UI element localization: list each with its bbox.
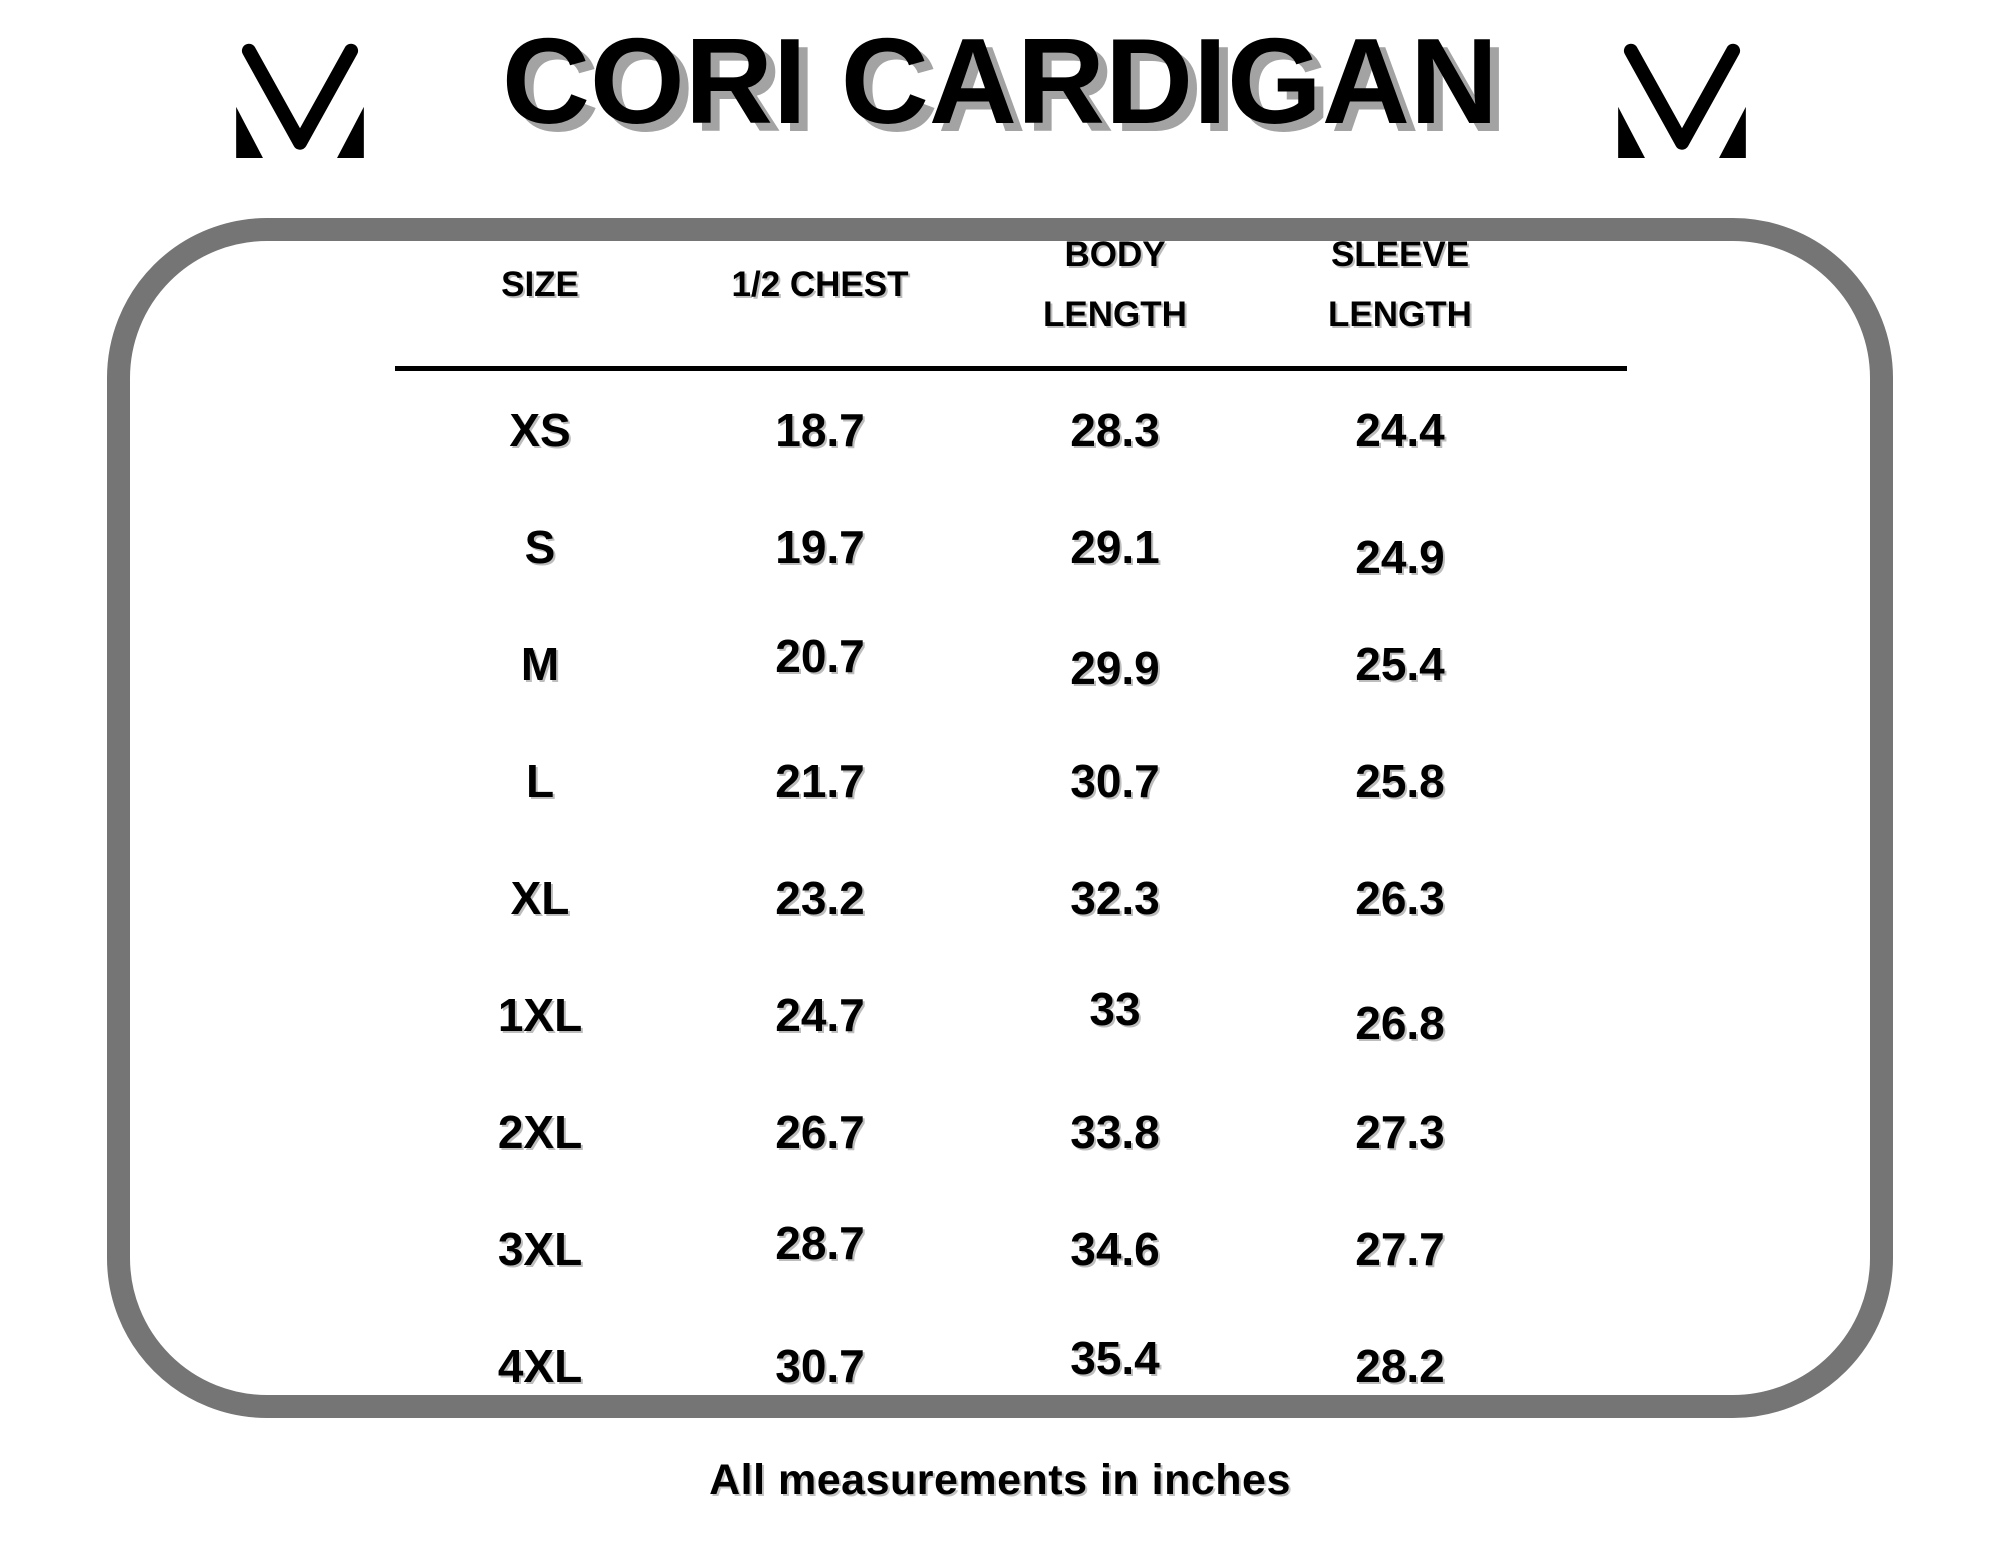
size-label: 1XL — [497, 988, 583, 1041]
size-label: 3XL — [497, 1222, 583, 1275]
measurement-value: 35.4 — [1070, 1331, 1160, 1384]
column-header-size: SIZE — [501, 264, 579, 304]
m-monogram-icon — [236, 38, 364, 158]
size-label: 2XL — [497, 1105, 583, 1158]
table-row: 2XL 26.7 33.8 27.3 — [395, 1073, 1525, 1190]
size-label: 4XL — [497, 1339, 583, 1392]
size-label: L — [525, 754, 555, 807]
size-table-rows: XS 18.7 28.3 24.4 S 19.7 29.1 24.9 M 20.7 29.9 25.4… — [395, 371, 1525, 1424]
table-row: S 19.7 29.1 24.9 — [395, 488, 1525, 605]
table-row: M 20.7 29.9 25.4 — [395, 605, 1525, 722]
measurement-value: 21.7 — [775, 754, 865, 807]
size-label: S — [524, 520, 556, 573]
size-label: XL — [510, 871, 570, 924]
measurement-value: 20.7 — [775, 629, 865, 682]
measurement-value: 29.9 — [1070, 641, 1160, 694]
size-label: XS — [509, 403, 571, 456]
measurement-value: 25.8 — [1355, 754, 1445, 807]
table-row: 3XL 28.7 34.6 27.7 — [395, 1190, 1525, 1307]
size-label: M — [520, 637, 560, 690]
table-row: 4XL 30.7 35.4 28.2 — [395, 1307, 1525, 1424]
measurement-value: 32.3 — [1070, 871, 1160, 924]
measurement-units-note: All measurements in inches — [709, 1456, 1291, 1504]
measurement-value: 28.2 — [1355, 1339, 1445, 1392]
measurement-value: 23.2 — [775, 871, 865, 924]
table-row: XL 23.2 32.3 26.3 — [395, 839, 1525, 956]
measurement-value: 28.7 — [775, 1216, 865, 1269]
measurement-value: 24.4 — [1355, 403, 1445, 456]
measurement-value: 26.3 — [1355, 871, 1445, 924]
measurement-value: 19.7 — [775, 520, 865, 573]
measurement-value: 18.7 — [775, 403, 865, 456]
column-header-body-length: BODY LENGTH — [1043, 235, 1187, 334]
measurement-value: 30.7 — [775, 1339, 865, 1392]
measurement-value: 30.7 — [1070, 754, 1160, 807]
page-title: CORI CARDIGAN — [501, 13, 1499, 149]
column-header-half-chest: 1/2 CHEST — [731, 264, 909, 304]
measurement-value: 29.1 — [1070, 520, 1160, 573]
measurement-value: 33.8 — [1070, 1105, 1160, 1158]
measurement-value: 27.7 — [1355, 1222, 1445, 1275]
table-row: 1XL 24.7 33 26.8 — [395, 956, 1525, 1073]
header-divider-line — [395, 366, 1627, 371]
measurement-value: 26.8 — [1355, 996, 1445, 1049]
measurement-value: 34.6 — [1070, 1222, 1160, 1275]
size-table-header: SIZE 1/2 CHEST BODY LENGTH SLEEVE LENGTH — [395, 212, 1525, 357]
size-chart-frame — [107, 218, 1893, 1418]
measurement-value: 24.9 — [1355, 530, 1445, 583]
table-row: XS 18.7 28.3 24.4 — [395, 371, 1525, 488]
measurement-value: 27.3 — [1355, 1105, 1445, 1158]
measurement-value: 28.3 — [1070, 403, 1160, 456]
measurement-value: 25.4 — [1355, 637, 1445, 690]
measurement-value: 33 — [1089, 982, 1141, 1035]
table-row: L 21.7 30.7 25.8 — [395, 722, 1525, 839]
column-header-sleeve-length: SLEEVE LENGTH — [1328, 235, 1472, 334]
measurement-value: 26.7 — [775, 1105, 865, 1158]
m-monogram-icon — [1618, 38, 1746, 158]
measurement-value: 24.7 — [775, 988, 865, 1041]
